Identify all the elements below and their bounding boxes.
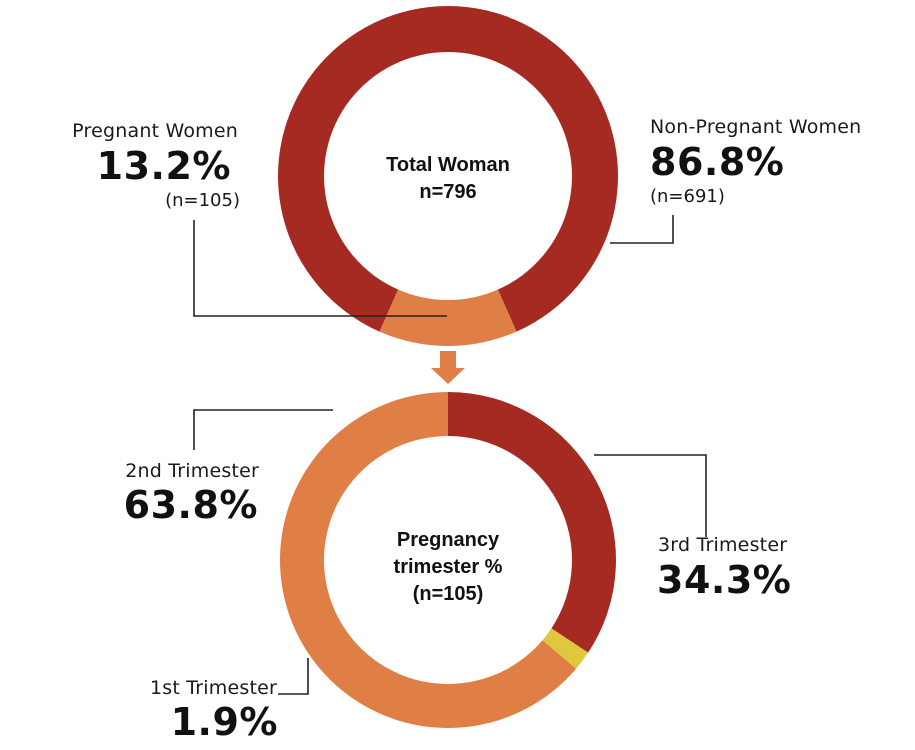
- leader-line-1st-trimester: [278, 658, 309, 695]
- center-line-2: n=796: [419, 181, 477, 203]
- pregnancy-trimester-donut: [279, 392, 616, 728]
- center-line-1: Total Woman: [386, 154, 510, 176]
- 1st-trimester-percent: 1.9%: [170, 700, 278, 744]
- pregnant-women-count: (n=105): [165, 190, 240, 211]
- non-pregnant-women-percent: 86.8%: [650, 140, 785, 184]
- non-pregnant-women-label: Non-Pregnant Women: [650, 116, 862, 138]
- pregnant-women-label: Pregnant Women: [72, 120, 238, 142]
- 2nd-trimester-percent: 63.8%: [123, 483, 258, 527]
- 1st-trimester-label: 1st Trimester: [149, 677, 277, 699]
- pregnant-women-percent: 13.2%: [96, 144, 231, 188]
- total-woman-center-label: Total Woman n=796: [348, 152, 548, 206]
- total-woman-donut: [278, 5, 618, 346]
- slice-3rd-trimester: [448, 392, 616, 653]
- center-line-2: trimester %: [393, 556, 503, 578]
- 2nd-trimester-label: 2nd Trimester: [125, 460, 259, 482]
- 3rd-trimester-label: 3rd Trimester: [658, 534, 788, 556]
- center-line-3: (n=105): [412, 583, 484, 605]
- center-line-1: Pregnancy: [396, 529, 500, 551]
- leader-lines: [193, 215, 707, 695]
- leader-line-non-pregnant: [610, 215, 674, 244]
- down-arrow-icon: [431, 351, 465, 384]
- pregnancy-trimester-center-label: Pregnancy trimester % (n=105): [348, 527, 548, 608]
- slice-1st-trimester: [542, 628, 589, 669]
- non-pregnant-women-count: (n=691): [650, 186, 725, 207]
- leader-line-3rd-trimester: [594, 454, 707, 537]
- leader-line-2nd-trimester: [193, 409, 333, 450]
- leader-line-pregnant: [193, 220, 447, 317]
- slice-pregnant-women: [379, 289, 517, 346]
- slice-2nd-trimester: [279, 392, 577, 728]
- 3rd-trimester-percent: 34.3%: [657, 558, 792, 602]
